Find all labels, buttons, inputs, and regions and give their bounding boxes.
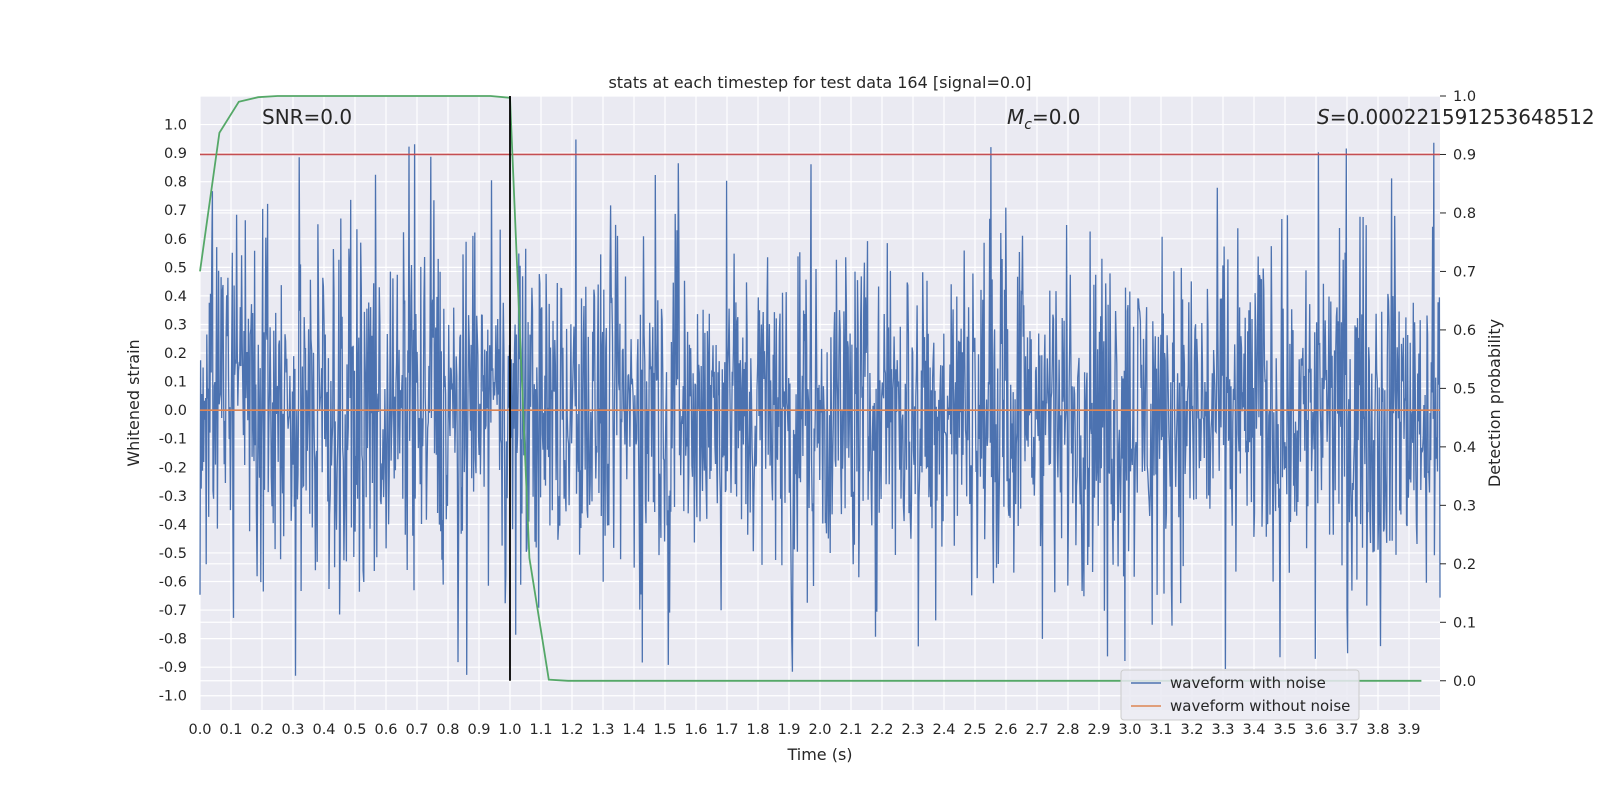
mc-symbol: M (1007, 105, 1024, 129)
x-tick-label: 2.6 (994, 722, 1017, 738)
annotation-snr: SNR=0.0 (262, 105, 352, 129)
x-tick-label: 2.4 (932, 722, 955, 738)
y-left-tick-label: 0.6 (164, 232, 187, 248)
y-right-tick-label: 1.0 (1453, 89, 1476, 105)
y-right-tick-label: 0.3 (1453, 498, 1476, 514)
y-left-axis-label: Whitened strain (124, 339, 143, 466)
y-right-tick-label: 0.1 (1453, 615, 1476, 631)
y-left-tick-label: 1.0 (164, 118, 187, 134)
x-tick-label: 0.0 (188, 722, 211, 738)
x-tick-label: 0.4 (312, 722, 335, 738)
line-waveform-with-noise (199, 139, 1441, 676)
y-left-tick-label: -0.2 (159, 460, 187, 476)
x-tick-label: 1.7 (715, 722, 738, 738)
annotation-s: S=0.000221591253648512 (1317, 105, 1595, 129)
y-left-tick-label: -0.6 (159, 574, 187, 590)
x-tick-label: 1.6 (684, 722, 707, 738)
x-tick-label: 1.3 (591, 722, 614, 738)
x-tick-label: 3.6 (1304, 722, 1327, 738)
annotation-chirp-mass: Mc=0.0 (1007, 105, 1081, 133)
series-detection-probability (199, 95, 1422, 682)
x-tick-label: 3.8 (1366, 722, 1389, 738)
series-waveform-with-noise (199, 139, 1441, 676)
x-tick-label: 0.7 (405, 722, 428, 738)
x-tick-label: 0.6 (374, 722, 397, 738)
y-left-tick-label: 0.5 (164, 260, 187, 276)
mc-subscript: c (1024, 117, 1032, 133)
y-left-tick-label: 0.2 (164, 346, 187, 362)
x-tick-label: 2.7 (1025, 722, 1048, 738)
legend: waveform with noise waveform without noi… (1120, 669, 1360, 721)
legend-box (1120, 669, 1360, 721)
line-detection-probability (199, 95, 1422, 682)
x-tick-label: 3.3 (1211, 722, 1234, 738)
x-tick-label: 1.5 (653, 722, 676, 738)
y-left-axis-ticks: -1.0 -0.9 -0.8 -0.7 -0.6 -0.5 -0.4 -0.3 -0.2 -0.1… (159, 118, 187, 705)
x-tick-label: 2.1 (839, 722, 862, 738)
x-tick-label: 2.5 (963, 722, 986, 738)
y-left-tick-label: 0.3 (164, 317, 187, 333)
x-tick-label: 0.8 (436, 722, 459, 738)
mc-value: =0.0 (1032, 105, 1081, 129)
legend-entry-waveform-with-noise: waveform with noise (1170, 674, 1326, 692)
x-tick-label: 1.9 (777, 722, 800, 738)
x-tick-label: 3.1 (1149, 722, 1172, 738)
x-axis-ticks: 0.0 0.1 0.2 0.3 0.4 0.5 0.6 0.7 0.8 0.9 1.0 1.1 1.2 1… (188, 722, 1420, 738)
y-right-tick-label: 0.7 (1453, 264, 1476, 280)
y-right-tick-label: 0.8 (1453, 206, 1476, 222)
y-left-tick-label: -0.7 (159, 603, 187, 619)
y-left-tick-label: 0.9 (164, 146, 187, 162)
y-right-tick-label: 0.4 (1453, 440, 1476, 456)
x-tick-label: 1.4 (622, 722, 645, 738)
y-right-tick-label: 0.6 (1453, 323, 1476, 339)
x-tick-label: 0.3 (281, 722, 304, 738)
chart-title: stats at each timestep for test data 164… (608, 73, 1031, 92)
y-left-tick-label: 0.7 (164, 203, 187, 219)
x-tick-label: 3.9 (1397, 722, 1420, 738)
y-left-tick-label: -0.9 (159, 660, 187, 676)
legend-entry-waveform-without-noise: waveform without noise (1170, 697, 1350, 715)
x-tick-label: 1.0 (498, 722, 521, 738)
x-tick-label: 2.2 (870, 722, 893, 738)
x-tick-label: 3.2 (1180, 722, 1203, 738)
y-left-tick-label: -0.3 (159, 489, 187, 505)
x-tick-label: 3.5 (1273, 722, 1296, 738)
x-tick-label: 1.1 (529, 722, 552, 738)
y-left-tick-label: -0.5 (159, 546, 187, 562)
x-tick-label: 0.5 (343, 722, 366, 738)
x-tick-label: 3.7 (1335, 722, 1358, 738)
x-tick-label: 2.8 (1056, 722, 1079, 738)
x-tick-label: 3.0 (1118, 722, 1141, 738)
y-left-tick-label: 0.4 (164, 289, 187, 305)
y-left-tick-label: 0.8 (164, 175, 187, 191)
x-axis-label: Time (s) (786, 745, 852, 764)
x-tick-label: 0.2 (250, 722, 273, 738)
y-right-tick-label: 0.9 (1453, 147, 1476, 163)
grid (199, 95, 1440, 710)
y-right-axis-label: Detection probability (1485, 319, 1504, 487)
x-tick-label: 2.9 (1087, 722, 1110, 738)
x-tick-label: 2.3 (901, 722, 924, 738)
s-symbol: S (1317, 105, 1330, 129)
y-left-tick-label: -0.8 (159, 632, 187, 648)
y-left-tick-label: -0.1 (159, 432, 187, 448)
x-tick-label: 1.2 (560, 722, 583, 738)
x-tick-label: 0.9 (467, 722, 490, 738)
x-tick-label: 2.0 (808, 722, 831, 738)
x-tick-label: 1.8 (746, 722, 769, 738)
s-value: =0.000221591253648512 (1330, 105, 1595, 129)
y-left-tick-label: 0.1 (164, 375, 187, 391)
y-right-tick-label: 0.2 (1453, 557, 1476, 573)
x-tick-label: 0.1 (219, 722, 242, 738)
x-tick-label: 3.4 (1242, 722, 1265, 738)
y-left-tick-label: -0.4 (159, 517, 187, 533)
y-left-tick-label: 0.0 (164, 403, 187, 419)
y-right-tick-label: 0.5 (1453, 381, 1476, 397)
y-left-tick-label: -1.0 (159, 689, 187, 705)
y-right-axis-ticks: 0.0 0.1 0.2 0.3 0.4 0.5 0.6 0.7 0.8 0.9 1.0 (1440, 89, 1476, 690)
y-right-tick-label: 0.0 (1453, 674, 1476, 690)
